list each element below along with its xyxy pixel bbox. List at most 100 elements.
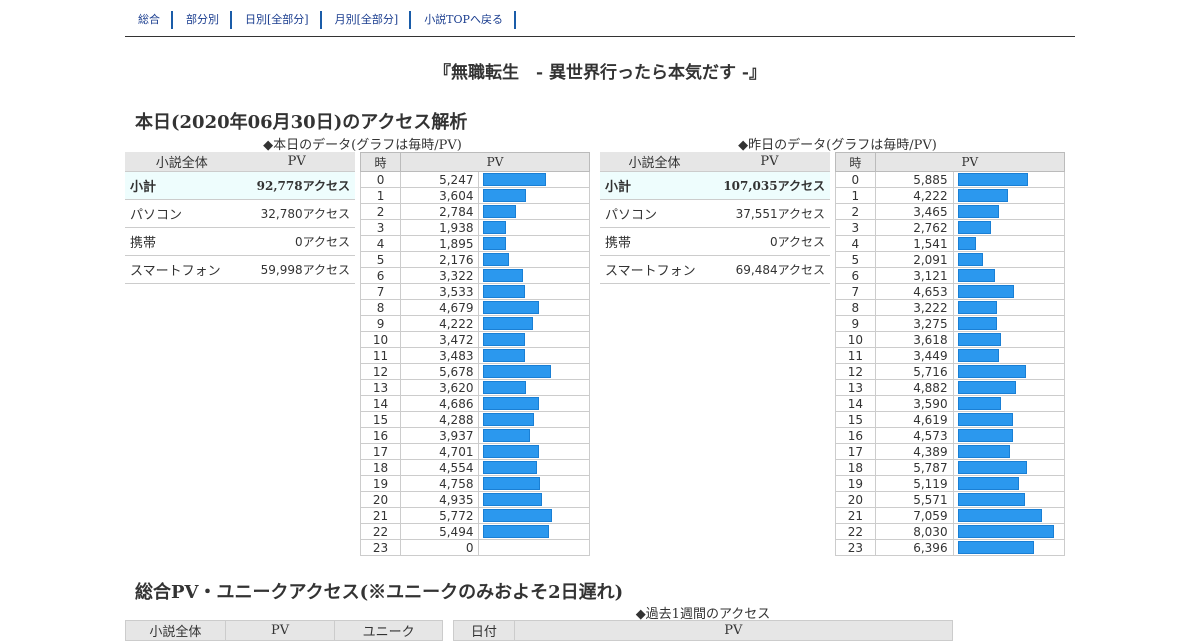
summary-label: スマートフォン [125, 255, 239, 284]
hourly-row: 0 5,885 [835, 171, 1066, 188]
hourly-row: 5 2,176 [359, 251, 590, 268]
hour-cell: 20 [835, 491, 876, 508]
bar-cell [952, 379, 1066, 396]
bar-cell [952, 283, 1066, 300]
summary-row-mobile: 携帯 0アクセス [600, 227, 830, 256]
hourly-header-pv: PV [874, 152, 1066, 172]
hourly-row: 22 5,494 [359, 523, 590, 540]
summary-header-pv: PV [238, 152, 355, 172]
hour-cell: 13 [359, 379, 402, 396]
summary-value: 92,778アクセス [238, 171, 355, 200]
pv-cell: 3,222 [874, 299, 954, 316]
hourly-row: 22 8,030 [835, 523, 1066, 540]
pv-cell: 3,275 [874, 315, 954, 332]
hourly-row: 13 4,882 [835, 379, 1066, 396]
pv-cell: 6,396 [874, 539, 954, 556]
pv-cell: 1,541 [874, 235, 954, 252]
hourly-row: 0 5,247 [359, 171, 590, 188]
today-section-title: 本日(2020年06月30日)のアクセス解析 [135, 112, 468, 133]
summary-value: 0アクセス [238, 227, 355, 256]
summary-value: 69,484アクセス [709, 255, 830, 284]
bar-cell [478, 251, 590, 268]
summary-row-pc: パソコン 32,780アクセス [125, 199, 355, 228]
nav-link-overall[interactable]: 総合 [125, 11, 173, 29]
summary-row-smartphone: スマートフォン 59,998アクセス [125, 255, 355, 284]
hourly-row: 21 5,772 [359, 507, 590, 524]
hour-cell: 3 [835, 219, 876, 236]
hourly-row: 7 4,653 [835, 283, 1066, 300]
hour-cell: 2 [359, 203, 402, 220]
pv-bar [483, 173, 547, 186]
hour-cell: 14 [359, 395, 402, 412]
nav-link-novel-top[interactable]: 小説TOPへ戻る [411, 11, 516, 29]
hour-cell: 13 [835, 379, 876, 396]
hourly-row: 8 4,679 [359, 299, 590, 316]
hour-cell: 22 [835, 523, 876, 540]
pv-bar [957, 301, 997, 314]
pv-cell: 2,762 [874, 219, 954, 236]
hourly-row: 11 3,483 [359, 347, 590, 364]
pv-bar [957, 189, 1008, 202]
total-header-unique: ユニーク [334, 620, 443, 641]
bar-cell [478, 363, 590, 380]
pv-bar [957, 349, 999, 362]
nav-link-monthly[interactable]: 月別[全部分] [322, 11, 412, 29]
summary-label: 小計 [125, 171, 239, 200]
bar-cell [952, 251, 1066, 268]
bar-cell [952, 491, 1066, 508]
hourly-row: 14 4,686 [359, 395, 590, 412]
pv-cell: 2,784 [400, 203, 480, 220]
pv-bar [483, 509, 553, 522]
pv-cell: 3,620 [400, 379, 480, 396]
hourly-header-hour: 時 [835, 152, 876, 172]
bar-cell [478, 187, 590, 204]
pv-bar [483, 413, 535, 426]
summary-row-smartphone: スマートフォン 69,484アクセス [600, 255, 830, 284]
bar-cell [952, 203, 1066, 220]
bar-cell [478, 379, 590, 396]
hour-cell: 1 [835, 187, 876, 204]
hour-cell: 20 [359, 491, 402, 508]
hour-cell: 5 [359, 251, 402, 268]
hourly-row: 23 6,396 [835, 539, 1066, 556]
today-summary-table: 小説全体 PV 小計 92,778アクセス パソコン 32,780アクセス 携帯… [125, 152, 355, 284]
pv-bar [483, 333, 526, 346]
weekly-caption: ◆過去1週間のアクセス [635, 607, 771, 622]
nav-link-by-part[interactable]: 部分別 [173, 11, 232, 29]
bar-cell [952, 411, 1066, 428]
hourly-row: 20 5,571 [835, 491, 1066, 508]
today-hourly-rows: 0 5,247 1 3,604 2 2,784 3 1,938 4 1,895 5 2,176 6 3,3… [359, 171, 590, 556]
hourly-row: 19 4,758 [359, 475, 590, 492]
pv-cell: 4,701 [400, 443, 480, 460]
nav-link-daily[interactable]: 日別[全部分] [232, 11, 322, 29]
hour-cell: 18 [359, 459, 402, 476]
hour-cell: 19 [835, 475, 876, 492]
pv-bar [957, 381, 1016, 394]
bar-cell [952, 331, 1066, 348]
yesterday-hourly-table: 時 PV 0 5,885 1 4,222 2 3,465 3 2,762 4 1,541 5 2,09… [835, 152, 1066, 556]
bar-cell [478, 539, 590, 556]
pv-bar [483, 237, 507, 250]
pv-cell: 5,494 [400, 523, 480, 540]
bar-cell [478, 459, 590, 476]
pv-cell: 4,389 [874, 443, 954, 460]
nav-divider [125, 36, 1075, 37]
hour-cell: 14 [835, 395, 876, 412]
hour-cell: 12 [835, 363, 876, 380]
today-caption: ◆本日のデータ(グラフは毎時/PV) [263, 138, 462, 153]
pv-cell: 5,678 [400, 363, 480, 380]
hour-cell: 10 [835, 331, 876, 348]
hour-cell: 23 [835, 539, 876, 556]
summary-label: 携帯 [600, 227, 709, 256]
pv-bar [483, 525, 550, 538]
pv-cell: 2,091 [874, 251, 954, 268]
pv-cell: 4,686 [400, 395, 480, 412]
bar-cell [478, 315, 590, 332]
hourly-row: 14 3,590 [835, 395, 1066, 412]
pv-bar [957, 525, 1054, 538]
bar-cell [952, 219, 1066, 236]
pv-cell: 4,619 [874, 411, 954, 428]
pv-cell: 4,935 [400, 491, 480, 508]
bar-cell [478, 235, 590, 252]
pv-bar [483, 429, 531, 442]
